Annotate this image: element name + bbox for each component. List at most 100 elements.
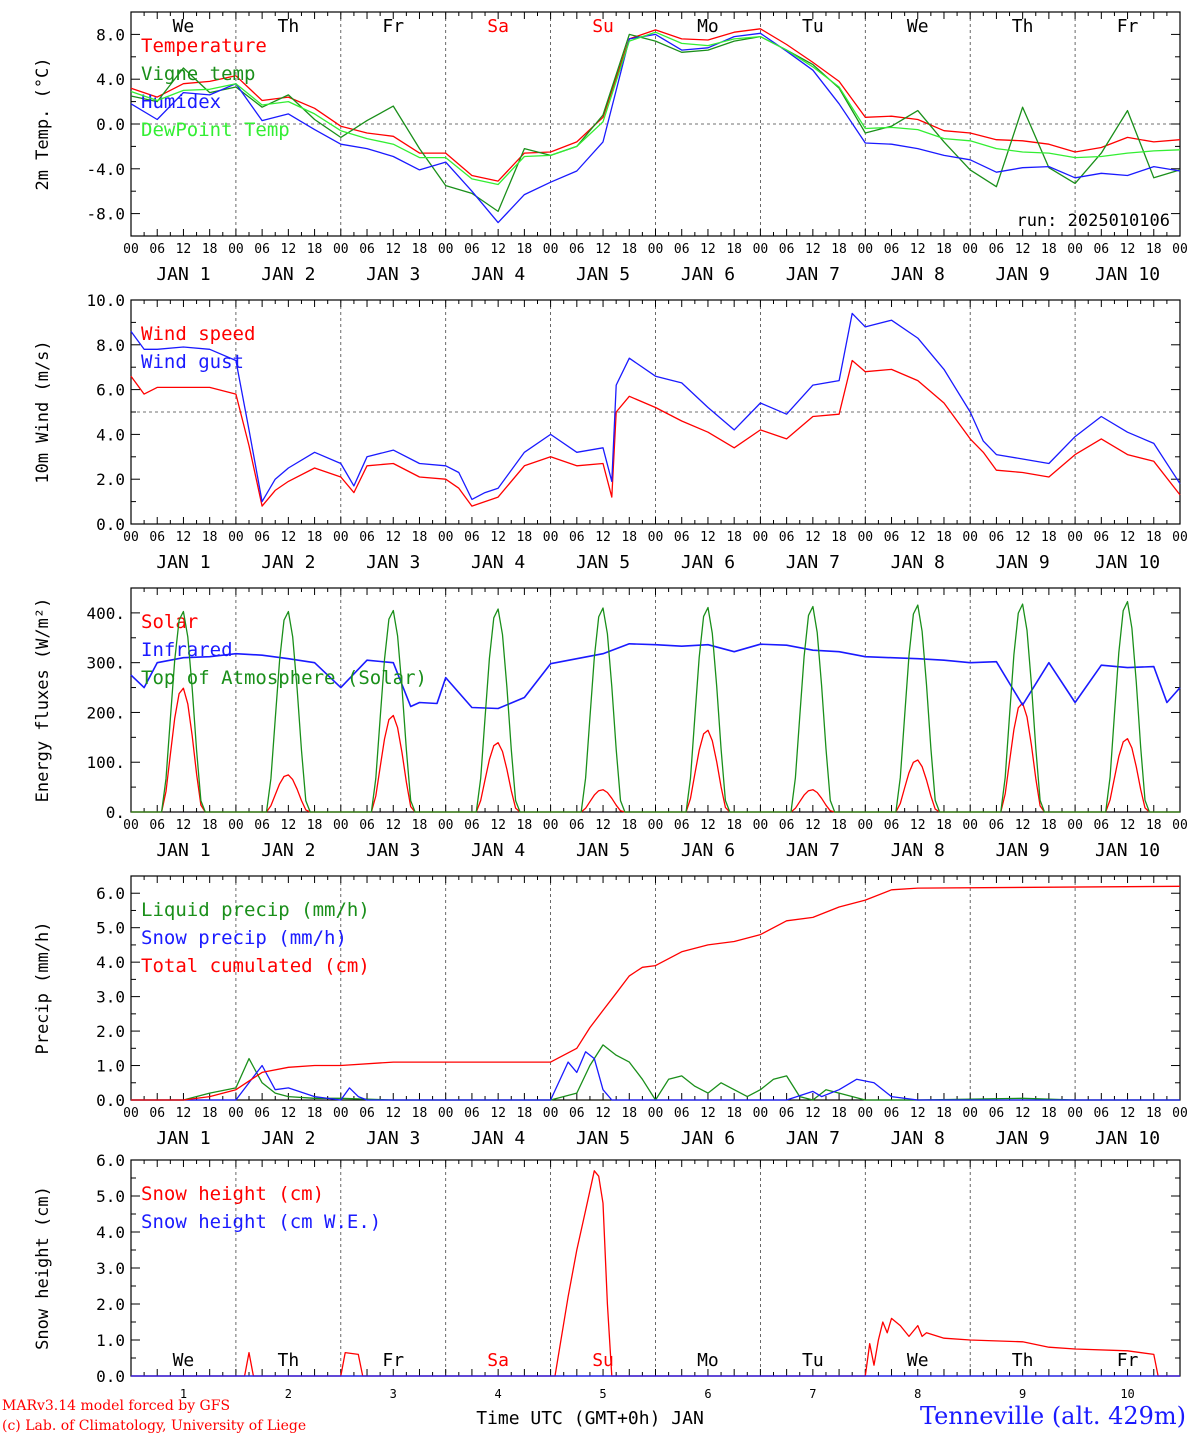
panel2-hour-label: 06 (989, 530, 1005, 545)
panel1-weekday-label: Th (278, 16, 300, 37)
panel1-series-dewpoint-temp (130, 31, 1181, 186)
panel2-hour-label: 00 (123, 530, 139, 545)
panel1-hour-label: 18 (1041, 242, 1057, 257)
panel2-hour-label: 06 (569, 530, 585, 545)
time-axis-label: Time UTC (GMT+0h) JAN (476, 1408, 704, 1429)
lab-credit: (c) Lab. of Climatology, University of L… (2, 1418, 307, 1434)
panel4-series-snow-precip-mm-h- (131, 1051, 1180, 1101)
panel5-y-tick-label: 4.0 (96, 1223, 125, 1242)
panel4-hour-label: 12 (490, 1106, 506, 1121)
panel2-hour-label: 00 (438, 530, 454, 545)
panel4-day-label: JAN 6 (681, 1128, 735, 1149)
panel2-day-label: JAN 10 (1095, 552, 1160, 573)
panel1-hour-label: 18 (831, 242, 847, 257)
panel4-hour-label: 12 (700, 1106, 716, 1121)
panel1-hour-label: 06 (569, 242, 585, 257)
panel3-day-label: JAN 1 (156, 840, 210, 861)
panel1-hour-label: 00 (753, 242, 769, 257)
panel2-day-label: JAN 1 (156, 552, 210, 573)
panel5-weekday-label: Fr (382, 1350, 404, 1371)
panel1-hour-label: 18 (202, 242, 218, 257)
panel2-hour-label: 06 (149, 530, 165, 545)
panel1-hour-label: 00 (228, 242, 244, 257)
panel4-y-tick-label: 1.0 (96, 1057, 125, 1076)
panel4-hour-label: 06 (359, 1106, 375, 1121)
panel1-day-label: JAN 8 (891, 264, 945, 285)
panel1-y-tick-label: 8.0 (96, 25, 125, 44)
panel5-day-number: 1 (180, 1387, 187, 1401)
panel5-day-number: 8 (914, 1387, 921, 1401)
panel1-weekday-label: Mo (697, 16, 719, 37)
panel4-hour-label: 18 (726, 1106, 742, 1121)
panel4-hour-label: 00 (648, 1106, 664, 1121)
panel1-weekday-label: Th (1012, 16, 1034, 37)
panel4-hour-label: 06 (779, 1106, 795, 1121)
panel3-hour-label: 00 (962, 818, 978, 833)
panel1-run-annotation: run: 2025010106 (1016, 211, 1170, 231)
panel1-weekday-label: Tu (802, 16, 824, 37)
panel3-day-label: JAN 2 (261, 840, 315, 861)
station-name: Tenneville (alt. 429m) (919, 1402, 1186, 1430)
panel2-hour-label: 00 (962, 530, 978, 545)
panel1-day-label: JAN 7 (786, 264, 840, 285)
panel1-hour-label: 06 (149, 242, 165, 257)
panel3-hour-label: 00 (228, 818, 244, 833)
panel3-hour-label: 06 (464, 818, 480, 833)
panel2-series-wind-speed (130, 359, 1181, 507)
panel1-y-tick-label: 0.0 (96, 115, 125, 134)
panel5-weekday-label: Tu (802, 1350, 824, 1371)
panel1-hour-label: 18 (412, 242, 428, 257)
panel4-hour-label: 12 (1015, 1106, 1031, 1121)
panel5-weekday-label: Th (1012, 1350, 1034, 1371)
panel4-y-tick-label: 4.0 (96, 953, 125, 972)
panel2-y-axis-label: 10m Wind (m/s) (33, 340, 53, 483)
panel3-hour-label: 18 (517, 818, 533, 833)
panel3-hour-label: 18 (831, 818, 847, 833)
panel2-day-label: JAN 4 (471, 552, 525, 573)
panel4-day-label: JAN 10 (1095, 1128, 1160, 1149)
panel5-y-tick-label: 3.0 (96, 1259, 125, 1278)
panel5-y-axis-label: Snow height (cm) (33, 1186, 53, 1350)
panel3-legend-entry: Solar (141, 611, 198, 633)
panel2-y-tick-label: 4.0 (96, 425, 125, 444)
panel1-weekday-label: We (907, 16, 929, 37)
panel4-hour-label: 00 (962, 1106, 978, 1121)
panel1-hour-label: 12 (490, 242, 506, 257)
panel2-hour-label: 18 (307, 530, 323, 545)
panel4-hour-label: 00 (857, 1106, 873, 1121)
panel2-hour-label: 06 (674, 530, 690, 545)
panel3-hour-label: 12 (700, 818, 716, 833)
panel2-hour-label: 12 (490, 530, 506, 545)
panel2-hour-label: 00 (1172, 530, 1188, 545)
panel2-hour-label: 12 (281, 530, 297, 545)
panel1-hour-label: 06 (884, 242, 900, 257)
panel4-day-label: JAN 2 (261, 1128, 315, 1149)
panel1-day-label: JAN 5 (576, 264, 630, 285)
panel4-hour-label: 00 (753, 1106, 769, 1121)
panel1-hour-label: 00 (333, 242, 349, 257)
panel4-hour-label: 12 (595, 1106, 611, 1121)
panel4-hour-label: 06 (1093, 1106, 1109, 1121)
panel2-hour-label: 18 (202, 530, 218, 545)
panel4-day-label: JAN 5 (576, 1128, 630, 1149)
panel3-hour-label: 00 (753, 818, 769, 833)
panel5-legend-entry: Snow height (cm) (141, 1183, 324, 1205)
panel4-hour-label: 00 (228, 1106, 244, 1121)
panel2-day-label: JAN 2 (261, 552, 315, 573)
panel1-hour-label: 00 (857, 242, 873, 257)
panel2-hour-label: 06 (1093, 530, 1109, 545)
panel4-day-label: JAN 4 (471, 1128, 525, 1149)
panel1-hour-label: 06 (674, 242, 690, 257)
panel2-hour-label: 00 (333, 530, 349, 545)
panel3-hour-label: 06 (989, 818, 1005, 833)
panel2-hour-label: 06 (884, 530, 900, 545)
panel1-legend-entry: Humidex (141, 91, 221, 113)
panel1-hour-label: 00 (123, 242, 139, 257)
panel1-hour-label: 18 (517, 242, 533, 257)
panel3-hour-label: 12 (490, 818, 506, 833)
panel1-hour-label: 18 (307, 242, 323, 257)
panel4-hour-label: 06 (674, 1106, 690, 1121)
panel3-hour-label: 18 (307, 818, 323, 833)
panel1-series-temperature (130, 28, 1181, 182)
